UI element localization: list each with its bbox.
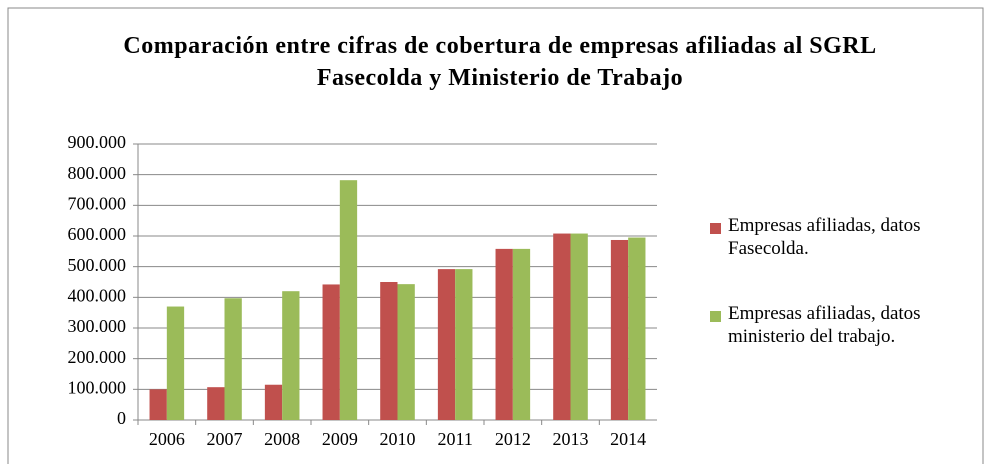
legend-swatch — [710, 311, 721, 322]
y-tick-label: 100.000 — [68, 377, 127, 397]
y-tick-label: 400.000 — [68, 285, 127, 305]
y-tick-label: 800.000 — [68, 163, 127, 183]
legend-swatch — [710, 223, 721, 234]
bar — [437, 269, 456, 420]
y-tick-label: 900.000 — [68, 132, 127, 152]
x-tick-label: 2008 — [264, 429, 300, 449]
bar — [166, 306, 185, 420]
bar — [282, 291, 300, 420]
x-tick-label: 2011 — [437, 429, 472, 449]
y-tick-label: 0 — [117, 408, 126, 428]
bar — [455, 269, 473, 420]
bar — [610, 239, 629, 420]
chart-border — [7, 7, 984, 464]
bar — [628, 237, 646, 420]
bar — [570, 233, 588, 420]
legend-label: Empresas afiliadas, datos ministerio del… — [728, 303, 921, 347]
x-tick-label: 2007 — [207, 429, 243, 449]
bar — [207, 387, 225, 420]
bar — [149, 389, 167, 420]
bar — [495, 248, 513, 420]
x-tick-label: 2012 — [495, 429, 531, 449]
bar — [397, 284, 415, 420]
y-tick-label: 200.000 — [68, 347, 127, 367]
x-tick-label: 2014 — [610, 429, 646, 449]
bar — [224, 298, 242, 420]
bar — [553, 233, 571, 420]
y-tick-label: 600.000 — [68, 224, 127, 244]
bar — [322, 284, 340, 420]
y-tick-label: 500.000 — [68, 255, 127, 275]
x-tick-label: 2009 — [322, 429, 358, 449]
bar — [512, 248, 531, 420]
bar — [339, 180, 358, 420]
bar — [264, 384, 283, 420]
bar — [380, 282, 398, 420]
y-tick-label: 300.000 — [68, 316, 127, 336]
y-tick-label: 700.000 — [68, 193, 127, 213]
legend-label: Empresas afiliadas, datos Fasecolda. — [728, 215, 921, 259]
x-tick-label: 2006 — [149, 429, 185, 449]
x-tick-label: 2013 — [553, 429, 589, 449]
chart-title: Comparación entre cifras de cobertura de… — [123, 33, 877, 91]
x-tick-label: 2010 — [380, 429, 416, 449]
